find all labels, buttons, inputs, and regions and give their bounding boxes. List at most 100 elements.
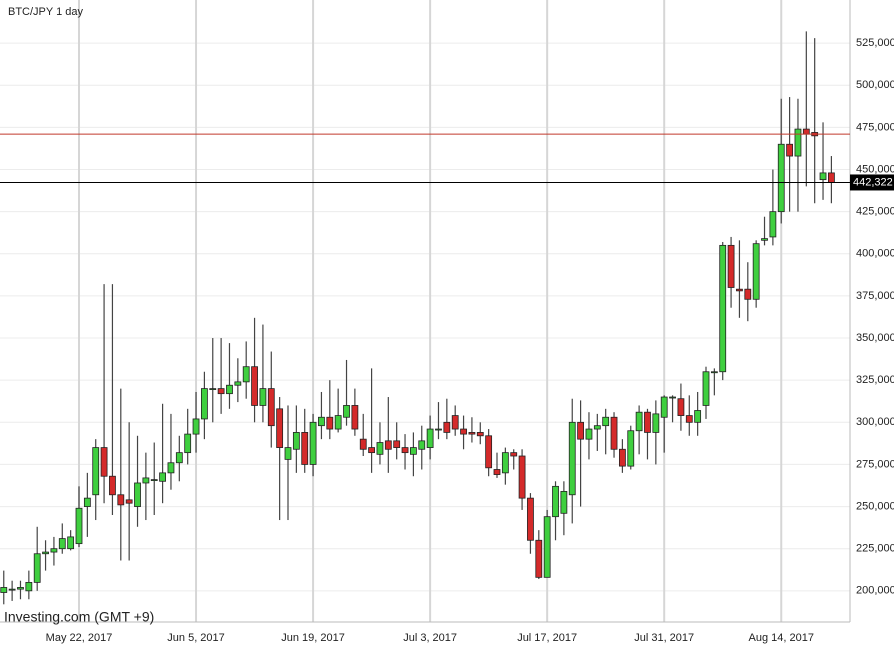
candle-body [501, 452, 509, 474]
candle-body [134, 482, 141, 507]
candle-body [159, 472, 167, 482]
candle-body [468, 432, 476, 435]
candle-body [652, 413, 660, 433]
candle-body [694, 410, 702, 423]
candle-body [167, 462, 175, 474]
candle-body [677, 398, 685, 416]
candle-body [510, 452, 518, 457]
y-tick-label: 350,000 [856, 332, 894, 344]
candle-body [627, 430, 635, 467]
candle-body [736, 288, 743, 292]
x-tick-label: Jul 17, 2017 [517, 632, 577, 644]
candle-body [109, 475, 116, 496]
candle-body [142, 477, 150, 484]
candle-body [426, 428, 434, 448]
candle-body [226, 384, 233, 395]
candle-body [819, 172, 827, 181]
candle-body [125, 499, 133, 504]
watermark: Investing.com (GMT +9) [4, 609, 154, 625]
y-tick-label: 500,000 [856, 79, 894, 91]
candle-body [577, 421, 584, 440]
last-price-label: 442,322 [853, 176, 893, 188]
candle-body [435, 428, 442, 431]
y-tick-label: 325,000 [856, 374, 894, 386]
candle-body [92, 447, 100, 496]
candle-body [334, 415, 342, 430]
candle-body [234, 381, 242, 386]
candle-body [769, 211, 777, 238]
candle-body [443, 421, 451, 433]
chart-title: BTC/JPY 1 day [8, 6, 83, 18]
candle-body [485, 435, 493, 469]
candle-body [619, 448, 626, 467]
candle-body [585, 428, 593, 440]
y-tick-label: 425,000 [856, 206, 894, 218]
candle-body [418, 440, 426, 450]
candle-body [192, 418, 200, 435]
candle-body [543, 516, 551, 578]
candle-body [83, 497, 91, 507]
x-tick-label: May 22, 2017 [46, 632, 113, 644]
candle-body [560, 490, 568, 514]
candle-body [242, 366, 250, 383]
candle-body [476, 432, 484, 437]
candle-body [393, 440, 401, 448]
candle-body [644, 411, 651, 433]
candle-body [184, 433, 192, 454]
candle-body [117, 494, 125, 506]
candle-body [368, 447, 376, 454]
y-tick-label: 525,000 [856, 37, 894, 49]
candles [0, 31, 835, 605]
x-tick-label: Jun 5, 2017 [167, 632, 225, 644]
candle-body [100, 447, 108, 477]
candle-body [209, 388, 217, 391]
y-tick-label: 300,000 [856, 416, 894, 428]
candle-body [75, 507, 83, 545]
y-tick-label: 275,000 [856, 458, 894, 470]
candle-body [660, 396, 668, 418]
candle-body [150, 479, 158, 482]
candle-body [359, 438, 367, 450]
candle-body [527, 497, 534, 541]
candle-body [0, 587, 8, 593]
candle-body [251, 366, 258, 406]
candle-body [8, 588, 16, 591]
candle-body [309, 421, 317, 465]
y-tick-label: 400,000 [856, 248, 894, 260]
candle-body [301, 432, 309, 465]
y-tick-label: 375,000 [856, 290, 894, 302]
candle-body [602, 416, 610, 427]
candle-body [786, 143, 793, 157]
candle-body [685, 415, 693, 423]
candle-body [42, 551, 49, 555]
candle-body [284, 447, 292, 460]
candle-body [67, 536, 75, 550]
candle-body [710, 371, 718, 374]
candle-body [200, 388, 208, 420]
candle-body [343, 405, 350, 418]
candle-body [318, 416, 325, 427]
candle-body [292, 432, 300, 450]
candle-body [326, 416, 334, 430]
candle-body [384, 440, 392, 450]
y-tick-label: 200,000 [856, 585, 894, 597]
candle-body [828, 172, 835, 183]
candle-body [276, 408, 284, 448]
candle-body [451, 415, 459, 430]
candle-body [777, 143, 785, 213]
candle-body [351, 405, 359, 430]
candle-body [752, 243, 760, 300]
candle-body [719, 244, 727, 373]
candle-body [610, 416, 618, 450]
candle-body [376, 442, 384, 455]
candle-body [727, 244, 735, 288]
candle-body [552, 485, 559, 518]
y-tick-label: 450,000 [856, 163, 894, 175]
candle-body [217, 388, 225, 395]
candle-body [518, 455, 526, 499]
candle-body [58, 538, 66, 550]
x-tick-label: Jul 3, 2017 [403, 632, 457, 644]
candle-body [460, 428, 467, 435]
y-tick-label: 250,000 [856, 500, 894, 512]
